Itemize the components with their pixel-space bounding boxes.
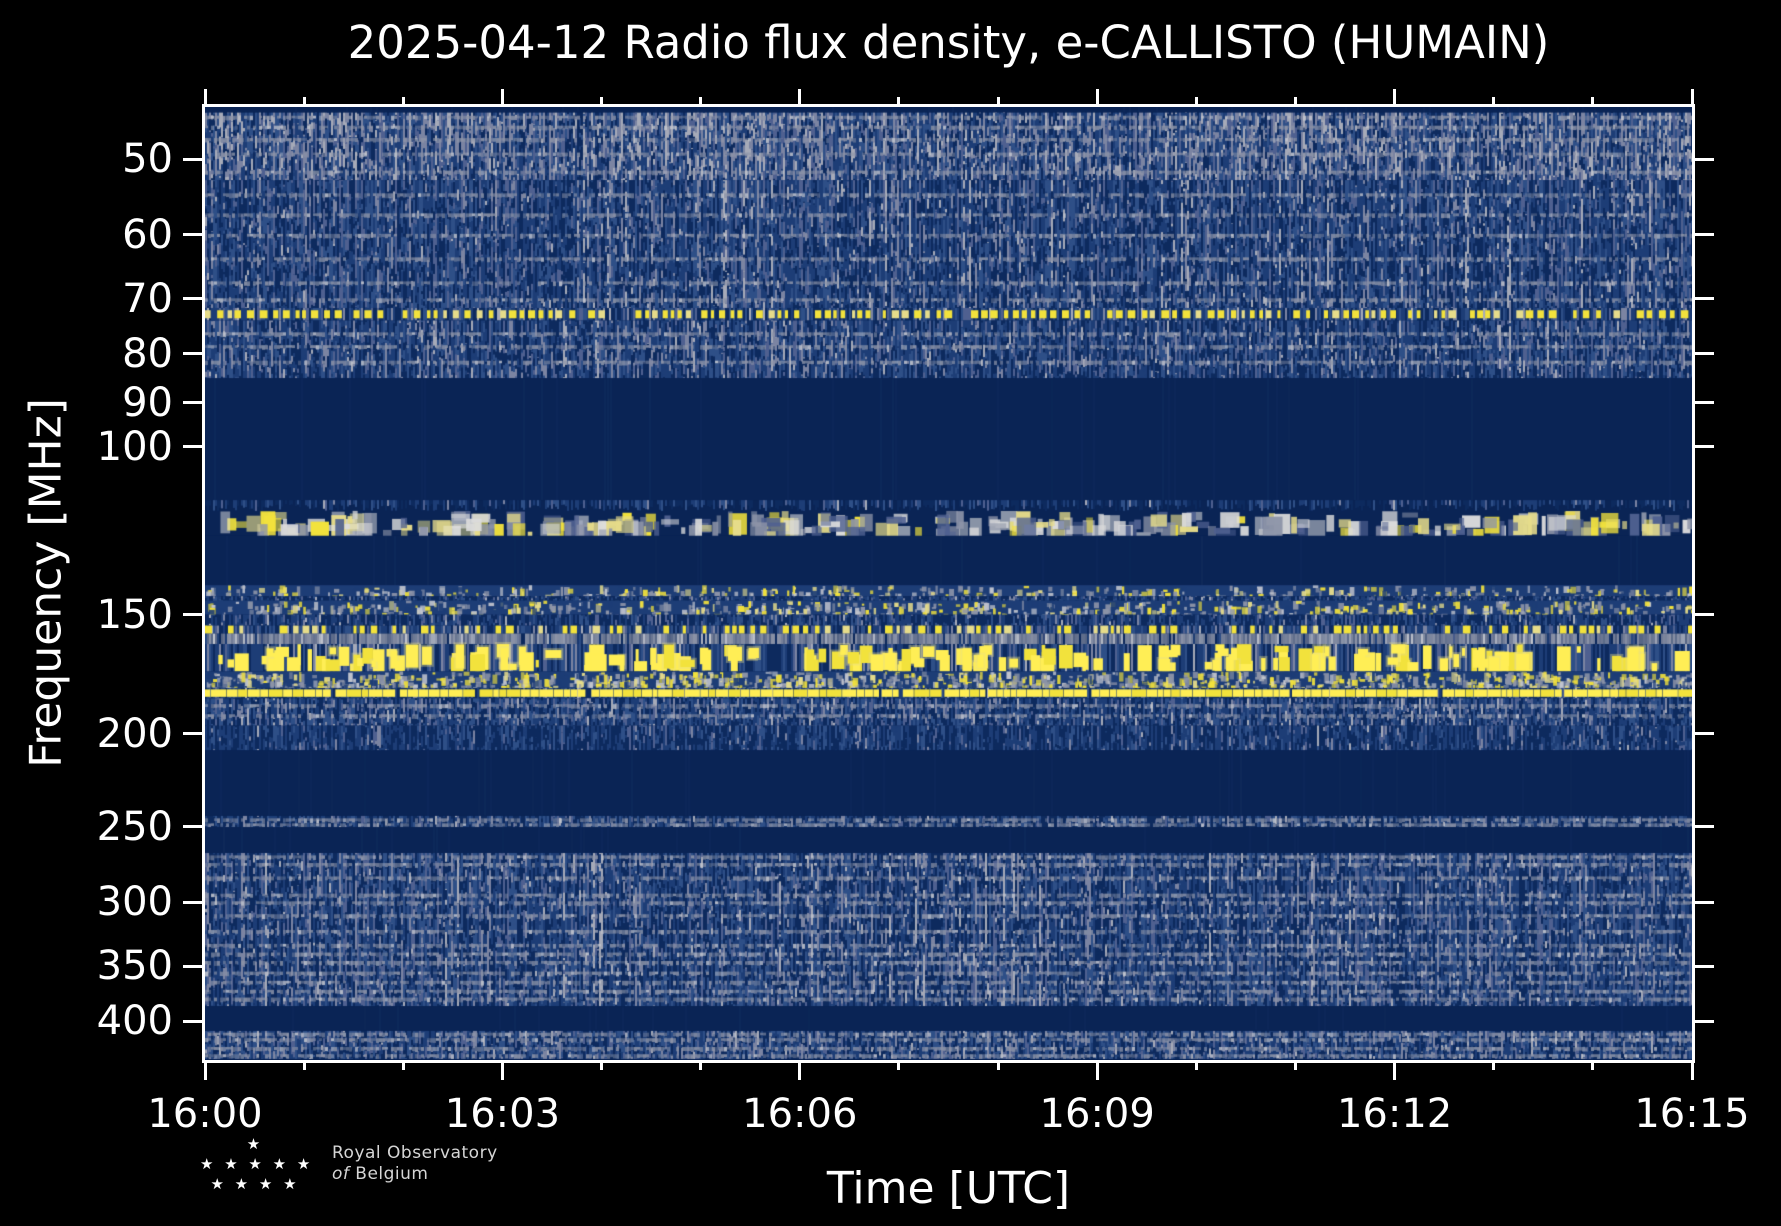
tick-mark xyxy=(1690,89,1694,107)
y-tick-label: 90 xyxy=(122,379,173,426)
y-tick-label: 300 xyxy=(96,879,173,926)
tick-mark xyxy=(996,1060,1000,1070)
y-tick-label: 400 xyxy=(96,998,173,1045)
tick-mark xyxy=(183,613,205,617)
chart-title: 2025-04-12 Radio flux density, e-CALLIST… xyxy=(347,16,1550,69)
tick-mark xyxy=(1393,1060,1397,1080)
tick-mark xyxy=(183,157,205,161)
rob-stars-icon: ★ ★ ★ ★ ★ ★ ★ ★ ★ ★ xyxy=(200,1134,310,1194)
tick-mark xyxy=(1492,97,1496,107)
tick-mark xyxy=(1692,233,1714,237)
tick-mark xyxy=(1692,1019,1714,1023)
tick-mark xyxy=(203,89,207,107)
tick-mark xyxy=(183,445,205,449)
tick-mark xyxy=(1194,97,1198,107)
tick-mark xyxy=(500,89,504,107)
tick-mark xyxy=(1293,1060,1297,1070)
spectrogram-canvas xyxy=(205,107,1692,1060)
tick-mark xyxy=(1095,1060,1099,1080)
tick-mark xyxy=(1692,613,1714,617)
tick-mark xyxy=(996,97,1000,107)
tick-mark xyxy=(401,1060,405,1070)
x-tick-label: 16:00 xyxy=(147,1091,263,1137)
tick-mark xyxy=(203,1060,207,1080)
y-tick-label: 100 xyxy=(96,423,173,470)
star-row: ★ ★ ★ ★ xyxy=(210,1175,300,1193)
tick-mark xyxy=(1692,401,1714,405)
y-tick-label: 250 xyxy=(96,803,173,850)
x-tick-label: 16:03 xyxy=(444,1091,561,1137)
tick-mark xyxy=(183,900,205,904)
tick-mark xyxy=(183,964,205,968)
tick-mark xyxy=(1692,157,1714,161)
y-tick-label: 50 xyxy=(122,136,173,183)
x-tick-label: 16:06 xyxy=(742,1091,858,1137)
x-tick-label: 16:12 xyxy=(1336,1091,1453,1137)
tick-mark xyxy=(600,1060,604,1070)
tick-mark xyxy=(1194,1060,1198,1070)
tick-mark xyxy=(1293,97,1297,107)
y-tick-label: 70 xyxy=(122,275,173,322)
tick-mark xyxy=(183,1019,205,1023)
tick-mark xyxy=(1591,1060,1595,1070)
tick-mark xyxy=(699,97,703,107)
tick-mark xyxy=(183,233,205,237)
y-tick-label: 60 xyxy=(122,211,173,258)
y-tick-label: 80 xyxy=(122,330,173,377)
tick-mark xyxy=(600,97,604,107)
rob-logo-line1: Royal Observatory xyxy=(332,1143,498,1163)
tick-mark xyxy=(183,401,205,405)
tick-mark xyxy=(183,732,205,736)
tick-mark xyxy=(897,1060,901,1070)
tick-mark xyxy=(183,352,205,356)
star-row: ★ ★ ★ ★ ★ xyxy=(200,1155,314,1173)
tick-mark xyxy=(1095,89,1099,107)
tick-mark xyxy=(500,1060,504,1080)
y-tick-label: 350 xyxy=(96,943,173,990)
tick-mark xyxy=(1393,89,1397,107)
tick-mark xyxy=(897,97,901,107)
rob-logo-line2: of Belgium xyxy=(332,1164,429,1184)
y-tick-label: 150 xyxy=(96,591,173,638)
rob-logo-text: Royal Observatory of Belgium xyxy=(332,1143,498,1185)
tick-mark xyxy=(401,97,405,107)
tick-mark xyxy=(798,1060,802,1080)
star-row: ★ xyxy=(246,1135,264,1153)
rob-logo: ★ ★ ★ ★ ★ ★ ★ ★ ★ ★ Royal Observatory of B… xyxy=(200,1134,498,1194)
tick-mark xyxy=(1492,1060,1496,1070)
tick-mark xyxy=(1692,964,1714,968)
tick-mark xyxy=(302,97,306,107)
tick-mark xyxy=(183,297,205,301)
tick-mark xyxy=(1692,445,1714,449)
tick-mark xyxy=(1692,825,1714,828)
tick-mark xyxy=(302,1060,306,1070)
tick-mark xyxy=(183,825,205,828)
tick-mark xyxy=(699,1060,703,1070)
tick-mark xyxy=(1690,1060,1694,1080)
y-tick-label: 200 xyxy=(96,710,173,757)
tick-mark xyxy=(798,89,802,107)
tick-mark xyxy=(1692,297,1714,301)
tick-mark xyxy=(1591,97,1595,107)
tick-mark xyxy=(1692,900,1714,904)
tick-mark xyxy=(1692,732,1714,736)
x-tick-label: 16:09 xyxy=(1039,1091,1155,1137)
x-axis-label: Time [UTC] xyxy=(826,1163,1071,1214)
x-tick-label: 16:15 xyxy=(1634,1091,1750,1137)
tick-mark xyxy=(1692,352,1714,356)
